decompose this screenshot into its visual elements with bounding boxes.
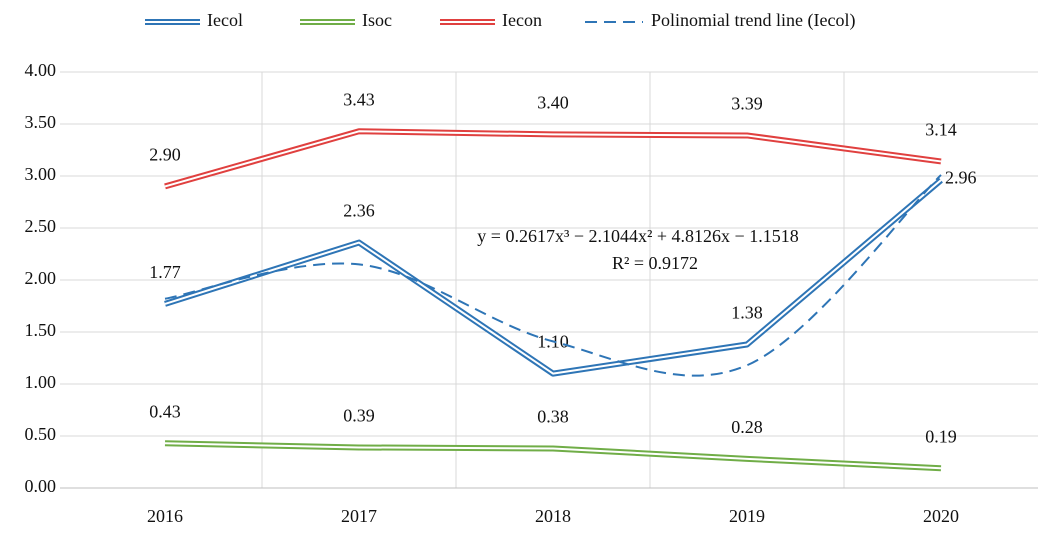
line [164, 128, 942, 190]
legend-label: Iecon [502, 10, 542, 30]
r-squared: R² = 0.9172 [612, 253, 698, 273]
data-label: 0.28 [731, 417, 763, 437]
x-tick-label: 2018 [535, 506, 571, 526]
data-label: 2.36 [343, 201, 375, 221]
data-label: 0.43 [149, 401, 181, 421]
x-tick-label: 2019 [729, 506, 765, 526]
y-tick-label: 2.00 [25, 268, 57, 288]
data-label: 3.39 [731, 94, 763, 114]
y-tick-label: 1.50 [25, 320, 57, 340]
trend-line [164, 174, 942, 377]
y-tick-label: 2.50 [25, 216, 57, 236]
line [164, 440, 942, 472]
data-label: 0.39 [343, 406, 375, 426]
x-tick-label: 2020 [923, 506, 959, 526]
legend-label: Isoc [362, 10, 392, 30]
y-tick-label: 4.00 [25, 60, 57, 80]
legend-label: Iecol [207, 10, 243, 30]
data-label: 1.38 [731, 303, 763, 323]
legend-label: Polinomial trend line (Iecol) [651, 10, 855, 31]
x-tick-label: 2017 [341, 506, 377, 526]
data-label: 3.14 [925, 120, 957, 140]
y-tick-label: 0.50 [25, 424, 57, 444]
data-label: 3.40 [537, 93, 569, 113]
line-inner [164, 179, 942, 375]
y-tick-label: 3.50 [25, 112, 57, 132]
data-label: 2.90 [149, 145, 181, 165]
data-label: 0.19 [925, 426, 957, 446]
data-label: 0.38 [537, 407, 569, 427]
y-tick-label: 1.00 [25, 372, 57, 392]
y-tick-label: 0.00 [25, 476, 57, 496]
data-label: 3.43 [343, 89, 375, 109]
line-inner [164, 130, 942, 188]
data-label: 1.77 [149, 262, 181, 282]
equation: y = 0.2617x³ − 2.1044x² + 4.8126x − 1.15… [477, 226, 798, 246]
x-tick-label: 2016 [147, 506, 183, 526]
line-inner [164, 442, 942, 470]
data-label: 2.96 [945, 167, 977, 187]
y-tick-label: 3.00 [25, 164, 57, 184]
